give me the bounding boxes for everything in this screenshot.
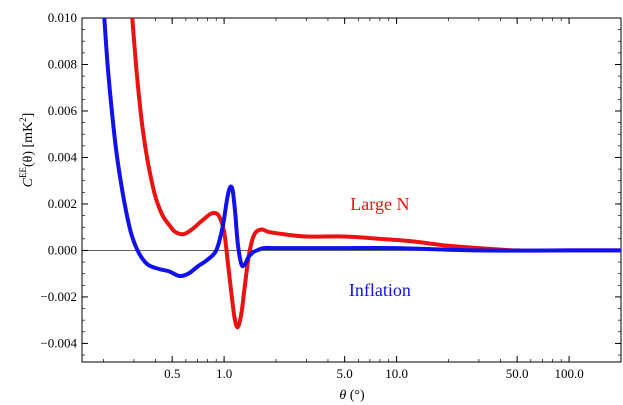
y-tick-label: −0.002 [40,289,77,304]
x-tick-label: 50.0 [506,366,529,381]
series-line-large-n [130,18,621,330]
y-tick-label: 0.000 [48,242,77,257]
x-axis: 0.5 1.0 5.0 10.0 50.0 100.0 [103,18,622,381]
y-axis-label: CEE(θ) [mK2] [18,113,36,188]
plot-frame [81,17,622,363]
x-tick-label: 100.0 [554,366,583,381]
y-tick-label: 0.010 [48,10,77,25]
y-axis-label-unit-sup: 2 [18,117,28,122]
y-axis-label-close: ] [21,113,36,118]
y-axis: 0.010 0.008 0.006 0.004 0.002 0.000 −0.002 −0.0… [40,10,621,356]
x-axis-label-symbol: θ [339,388,346,403]
y-axis-label-sup: EE [18,167,28,178]
annotation-layer: Large N Inflation [349,194,411,300]
series-label-large-n: Large N [350,194,409,214]
series-label-inflation: Inflation [349,280,411,300]
y-axis-label-main: C [21,177,36,187]
y-axis-label-arg: (θ) [mK [21,122,36,167]
series-layer [102,18,621,330]
x-tick-label: 5.0 [337,366,353,381]
x-axis-label-unit: (°) [346,388,365,403]
x-tick-label: 0.5 [164,366,180,381]
plot-border [81,17,622,363]
y-tick-label: 0.006 [48,103,78,118]
y-tick-label: 0.002 [48,196,77,211]
y-tick-label: 0.008 [48,56,77,71]
x-axis-label: θ (°) [339,388,365,403]
y-tick-label: −0.004 [40,335,77,350]
x-tick-label: 10.0 [385,366,408,381]
series-line-inflation [102,18,621,279]
x-tick-label: 1.0 [216,366,232,381]
y-tick-label: 0.004 [48,149,78,164]
